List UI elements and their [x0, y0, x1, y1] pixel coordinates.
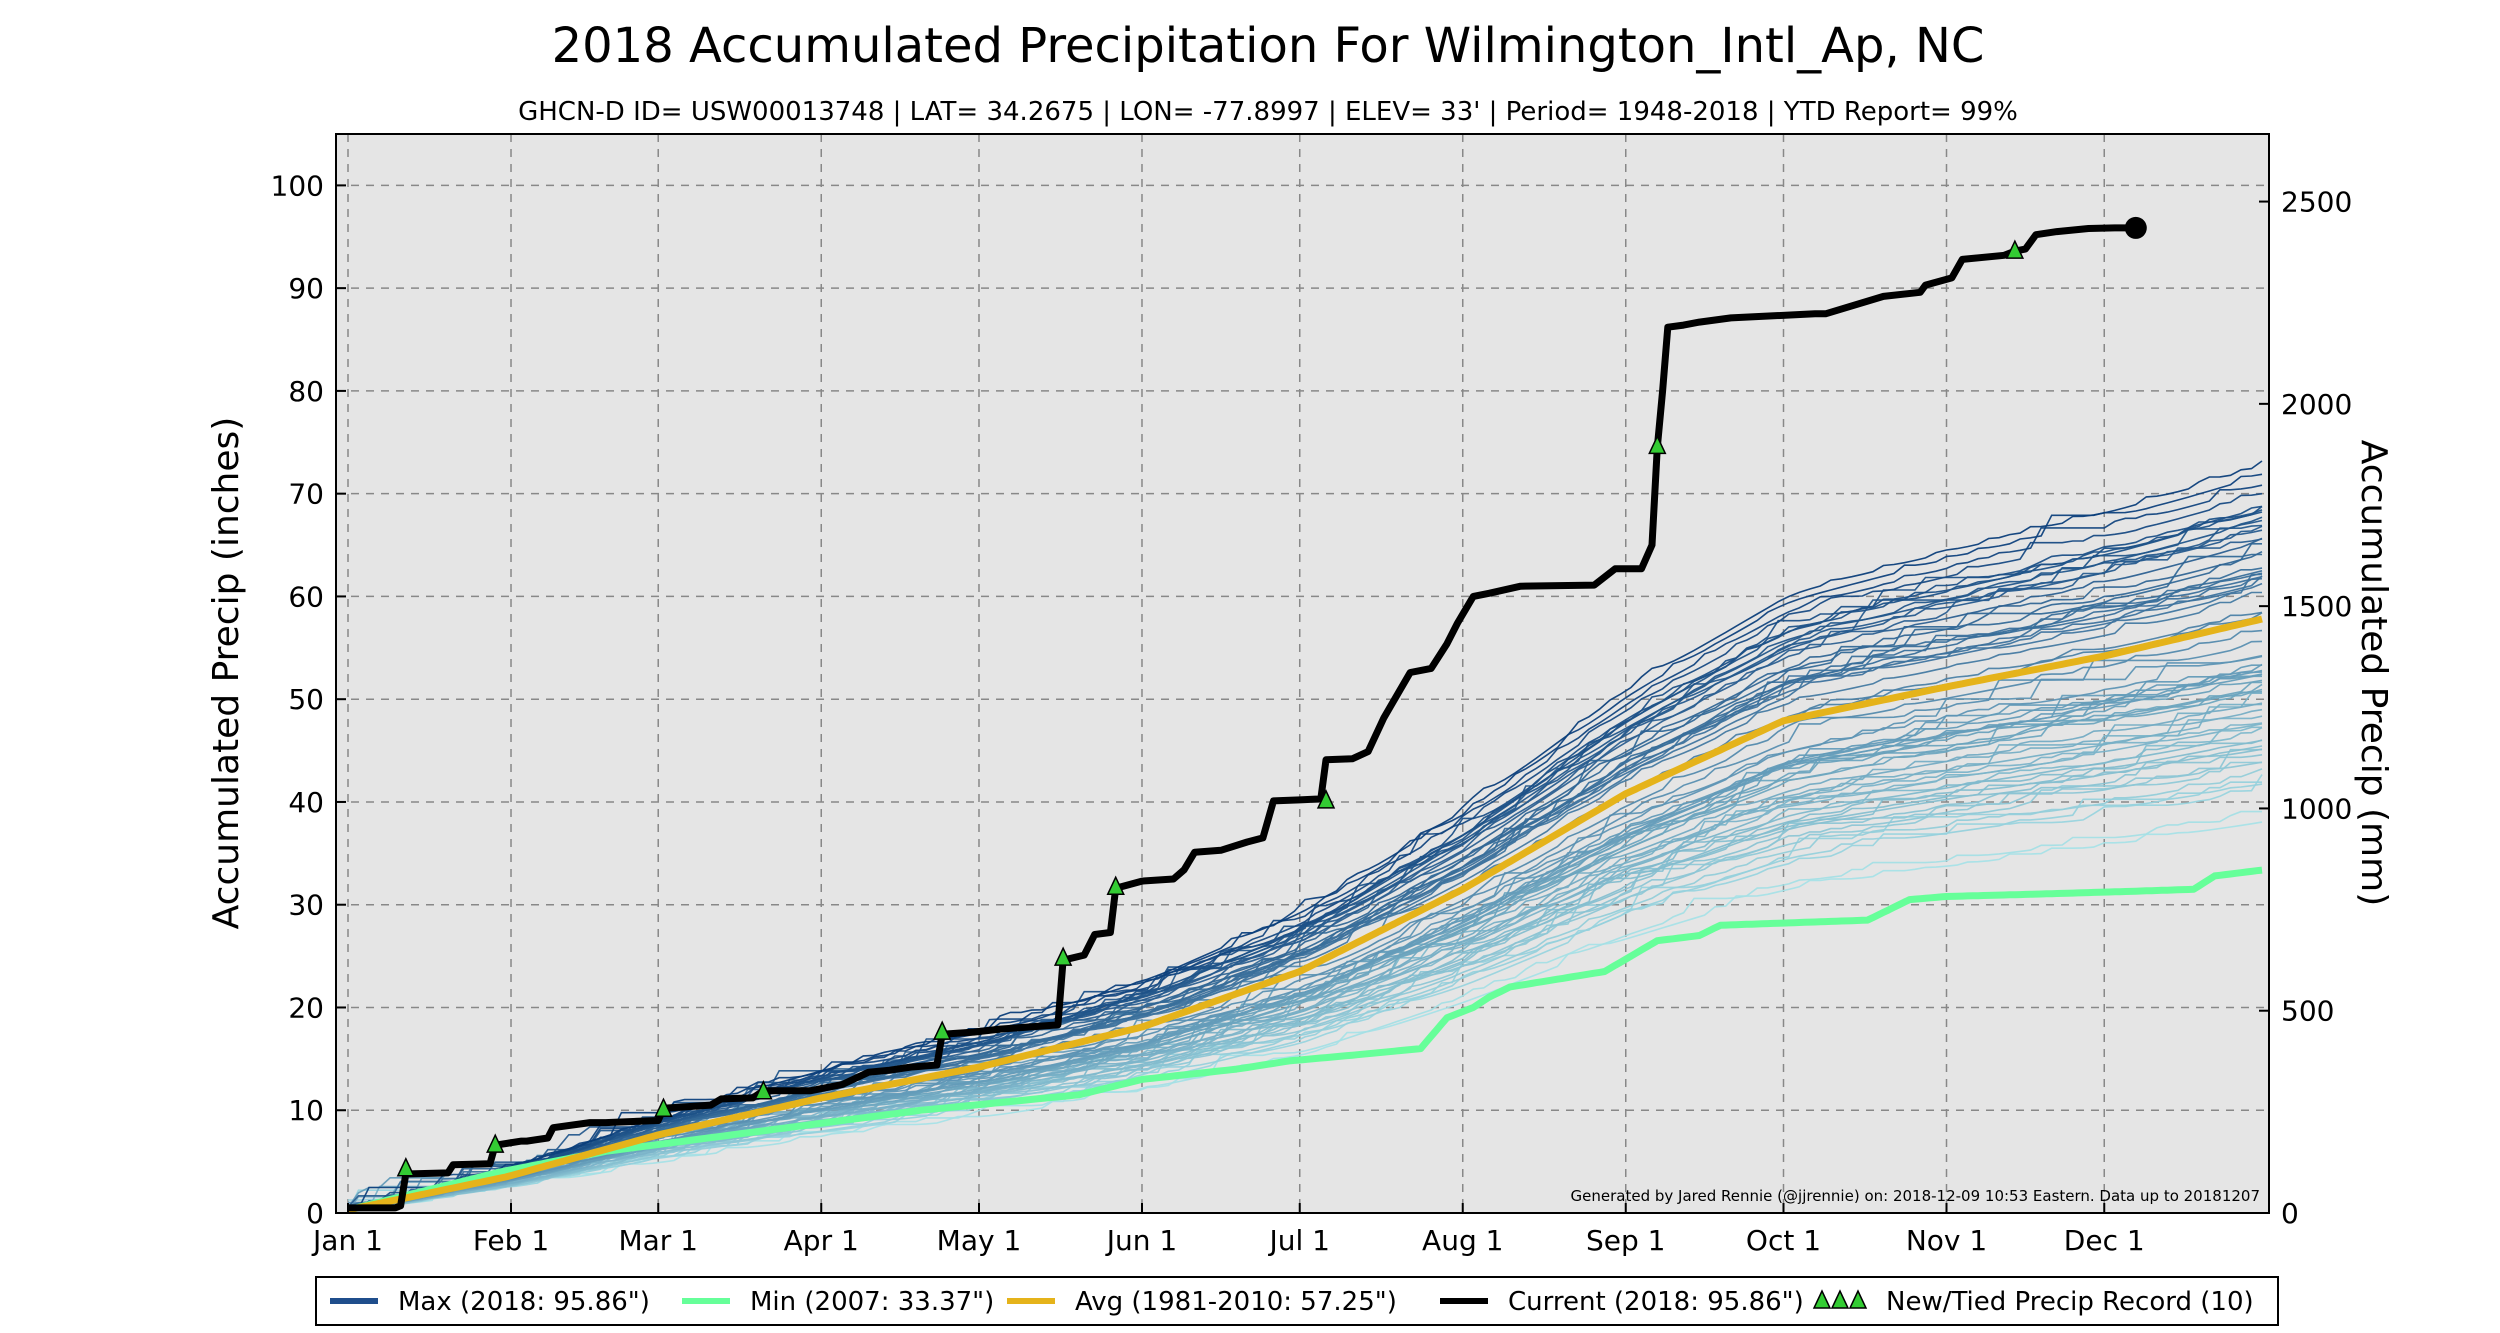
historical-year-line: [347, 761, 2263, 1213]
x-tick-label-2: Mar 1: [618, 1224, 698, 1257]
plot-frame: [335, 133, 2270, 1214]
y-right-tick-label-1: 500: [2281, 995, 2334, 1028]
record-marker-4: [932, 1020, 952, 1040]
x-tick-label-11: Dec 1: [2064, 1224, 2145, 1257]
record-marker-1: [486, 1133, 505, 1153]
x-tick-label-10: Nov 1: [1906, 1224, 1987, 1257]
historical-year-lines: [347, 460, 2263, 1213]
chart-subtitle: GHCN-D ID= USW00013748 | LAT= 34.2675 | …: [518, 97, 2018, 127]
legend-label-3: Current (2018: 95.86"): [1508, 1287, 1804, 1317]
series-line-min: [347, 866, 2263, 1213]
y-tick-label-5: 50: [288, 683, 324, 716]
record-marker-2: [654, 1097, 673, 1117]
y-tick-label-8: 80: [288, 375, 324, 408]
historical-year-line: [347, 484, 2263, 1212]
x-tick-label-3: Apr 1: [784, 1224, 859, 1257]
x-tick-label-5: Jun 1: [1105, 1224, 1177, 1257]
x-tick-label-0: Jan 1: [311, 1224, 383, 1257]
axes: Jan 1 Feb 1 Mar 1 Apr 1 May 1 Jun 1 Jul 1 Aug 1…: [271, 169, 2353, 1257]
legend-triangle-1: [1830, 1289, 1850, 1309]
historical-year-line: [348, 582, 2263, 1207]
record-marker-0: [396, 1157, 416, 1177]
chart-title: 2018 Accumulated Precipitation For Wilmi…: [552, 18, 1985, 74]
historical-year-line: [347, 505, 2263, 1212]
legend-label-1: Min (2007: 33.37"): [750, 1287, 994, 1317]
generated-by-note: Generated by Jared Rennie (@jjrennie) on…: [1571, 1187, 2260, 1205]
historical-year-line: [348, 781, 2262, 1201]
record-marker-3: [754, 1079, 773, 1100]
legend-label-0: Max (2018: 95.86"): [398, 1287, 650, 1317]
record-marker-7: [1316, 789, 1336, 809]
y-axis-label-right: Accumulated Precip (mm): [2353, 440, 2394, 906]
y-tick-label-0: 0: [306, 1197, 324, 1230]
legend: Max (2018: 95.86") Min (2007: 33.37") Avg …: [315, 1276, 2279, 1326]
historical-year-line: [347, 538, 2263, 1212]
x-tick-label-7: Aug 1: [1422, 1224, 1503, 1257]
historical-year-line: [347, 745, 2263, 1213]
legend-box: [315, 1276, 2279, 1326]
y-right-tick-label-4: 2000: [2281, 388, 2352, 421]
record-marker-8: [1648, 434, 1667, 455]
x-tick-label-9: Oct 1: [1746, 1224, 1821, 1257]
series-lines: [347, 224, 2263, 1213]
y-tick-label-9: 90: [288, 272, 324, 305]
grid: [336, 134, 2269, 1214]
y-tick-label-1: 10: [288, 1094, 324, 1127]
y-tick-label-6: 60: [288, 580, 324, 613]
y-axis-label-left: Accumulated Precip (inches): [206, 417, 247, 930]
y-right-tick-label-0: 0: [2281, 1197, 2299, 1230]
historical-year-line: [347, 570, 2263, 1212]
y-tick-label-2: 20: [288, 991, 324, 1024]
x-tick-label-1: Feb 1: [473, 1224, 549, 1257]
record-marker-9: [2005, 239, 2025, 259]
x-tick-label-8: Sep 1: [1586, 1224, 1666, 1257]
record-marker-5: [1053, 946, 1073, 966]
series-line-avg: [347, 615, 2263, 1213]
record-markers: [396, 216, 2147, 1177]
y-right-tick-label-2: 1000: [2281, 792, 2352, 825]
y-right-tick-label-3: 1500: [2281, 590, 2352, 623]
current-endpoint-marker: [2124, 216, 2147, 239]
legend-triangle-0: [1812, 1289, 1832, 1309]
y-tick-label-10: 100: [271, 169, 324, 202]
y-right-tick-label-5: 2500: [2281, 186, 2352, 219]
series-line-current: [348, 224, 2136, 1212]
legend-triangle-2: [1848, 1289, 1868, 1309]
historical-year-line: [347, 821, 2263, 1213]
y-tick-label-3: 30: [288, 889, 324, 922]
y-tick-label-4: 40: [288, 786, 324, 819]
historical-year-line: [347, 726, 2263, 1213]
record-marker-6: [1106, 875, 1125, 895]
legend-label-4: New/Tied Precip Record (10): [1886, 1287, 2254, 1317]
legend-label-2: Avg (1981-2010: 57.25"): [1075, 1287, 1397, 1317]
x-tick-label-6: Jul 1: [1267, 1224, 1330, 1257]
x-tick-label-4: May 1: [937, 1224, 1022, 1257]
y-tick-label-7: 70: [288, 478, 324, 511]
